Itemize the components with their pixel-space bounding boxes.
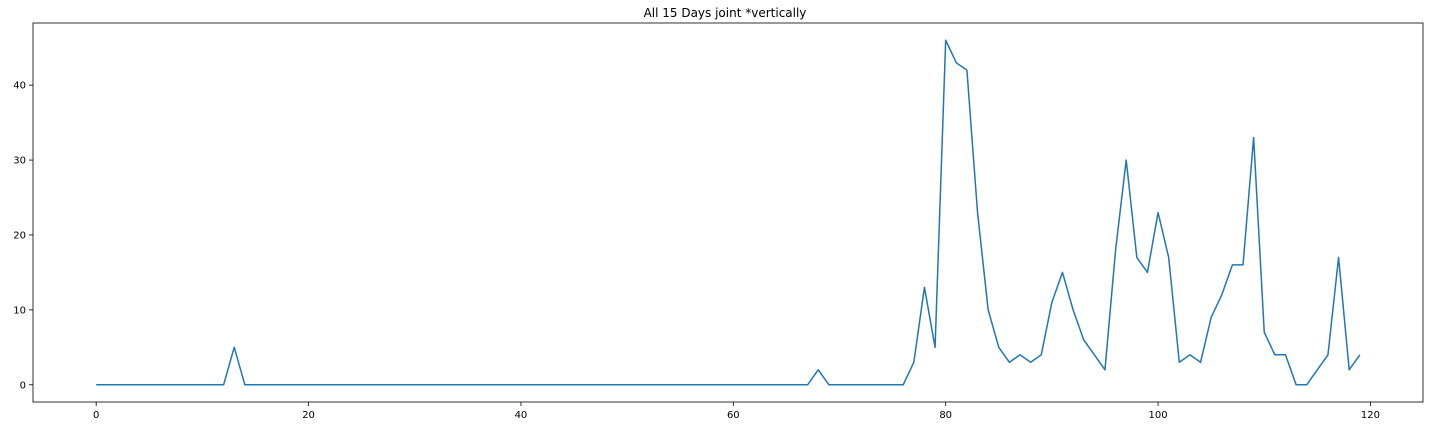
x-tick-label: 20 <box>302 410 315 421</box>
y-tick-label: 0 <box>20 380 26 391</box>
x-tick-label: 40 <box>515 410 528 421</box>
chart-title: All 15 Days joint *vertically <box>644 6 807 20</box>
x-tick-label: 0 <box>93 410 99 421</box>
y-tick-label: 20 <box>13 230 26 241</box>
y-tick-label: 30 <box>13 156 26 167</box>
series-layer <box>96 39 1361 386</box>
x-axis: 0 20 40 60 80 100 120 <box>93 402 1380 421</box>
plot-area <box>32 22 1424 403</box>
series-line <box>96 39 1361 386</box>
x-tick-label: 80 <box>939 410 952 421</box>
x-tick-label: 100 <box>1149 410 1168 421</box>
y-tick-label: 10 <box>13 305 26 316</box>
y-axis: 0 10 20 30 40 <box>13 81 33 391</box>
y-tick-label: 40 <box>13 81 26 92</box>
x-tick-label: 120 <box>1361 410 1380 421</box>
x-tick-label: 60 <box>727 410 740 421</box>
